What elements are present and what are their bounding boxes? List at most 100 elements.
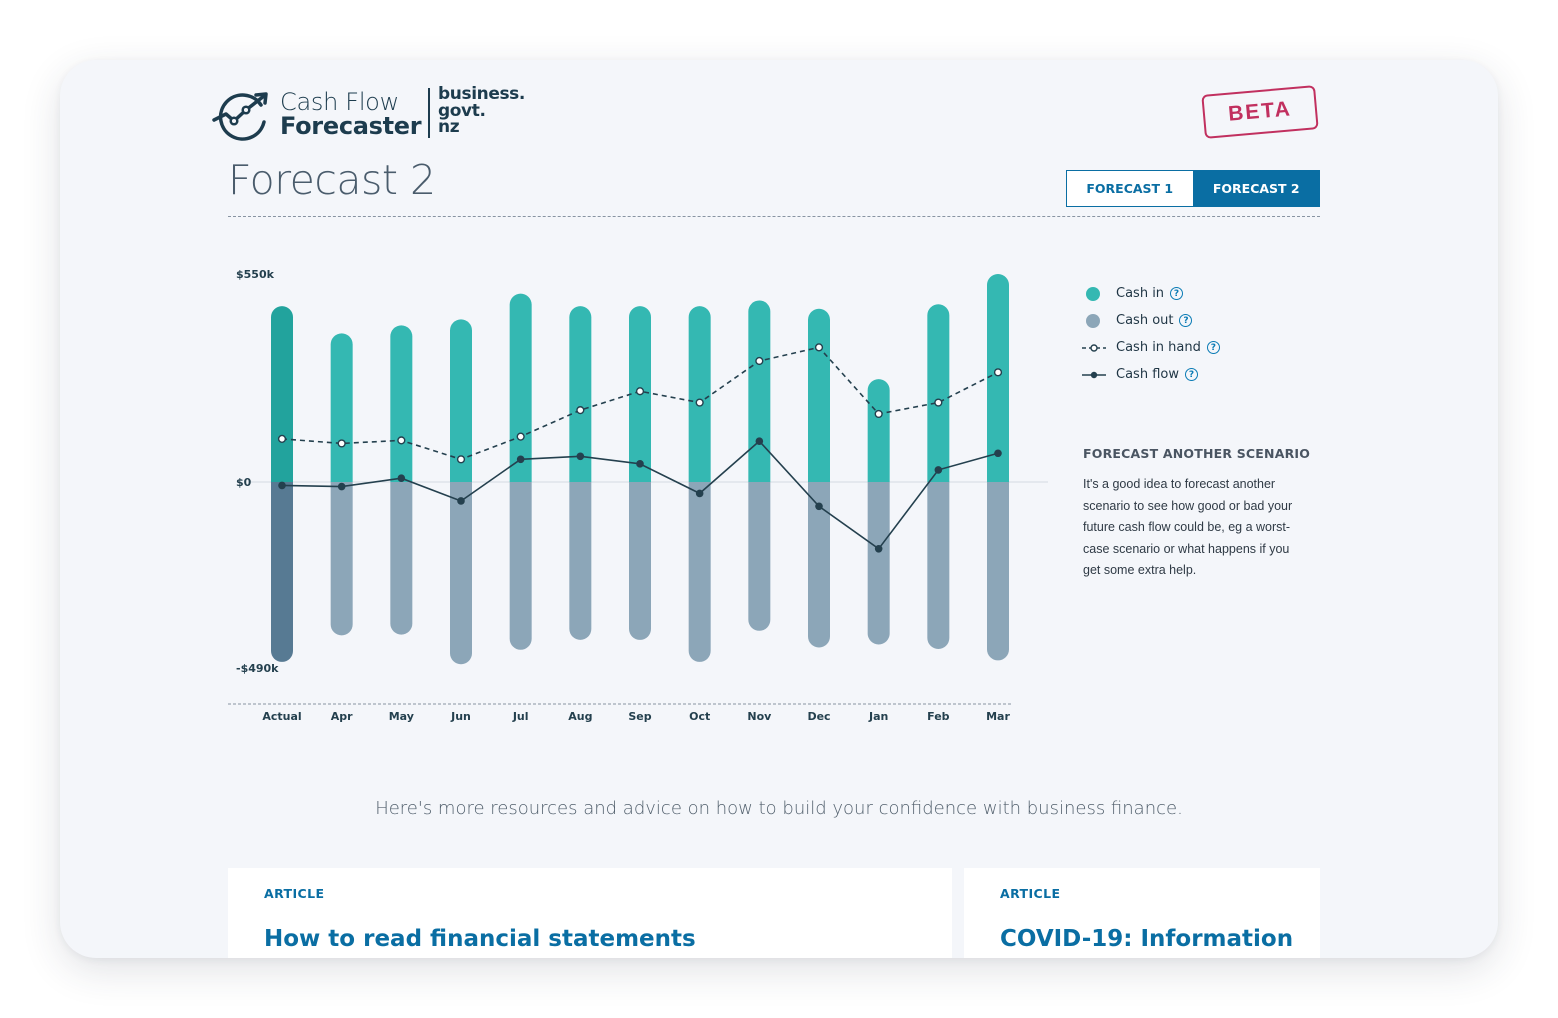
cash-flow-point	[934, 466, 943, 474]
legend-label: Cash in hand	[1116, 340, 1201, 355]
cash-in-hand-point	[934, 398, 943, 407]
cash-in-bar	[569, 306, 592, 482]
cash-flow-point	[636, 460, 644, 468]
cash-in-bar	[271, 306, 293, 482]
cash-out-bar	[987, 482, 1009, 661]
legend-item-cash-out: Cash out ?	[1082, 307, 1220, 334]
cash-flow-point	[278, 481, 286, 490]
dashed-line-icon	[1082, 343, 1106, 352]
cash-out-bar	[688, 482, 711, 662]
article-card[interactable]: ARTICLE How to read financial statements	[228, 868, 952, 958]
x-tick-label: Dec	[807, 710, 830, 723]
business-govt-nz-logo: business. govt. nz	[438, 84, 525, 137]
cash-flow-point	[397, 474, 406, 483]
cash-out-bar	[569, 482, 592, 640]
legend-label: Cash out	[1116, 313, 1174, 328]
cash-flow-point	[755, 437, 764, 445]
card-kicker: ARTICLE	[1000, 886, 1061, 901]
cash-flow-logo-icon	[212, 92, 268, 141]
cash-out-bar	[629, 482, 652, 640]
sidebar-heading: FORECAST ANOTHER SCENARIO	[1083, 446, 1311, 461]
logo-line-1: Cash Flow	[280, 88, 399, 116]
cash-out-bar	[867, 482, 890, 645]
legend-item-cash-in-hand: Cash in hand ?	[1082, 334, 1220, 361]
cash-in-bar	[867, 379, 890, 482]
cash-out-bar	[330, 482, 353, 636]
cash-in-hand-point	[755, 356, 764, 366]
cash-in-hand-point	[576, 406, 585, 415]
logo-line-2: Forecaster	[280, 112, 422, 140]
cash-in-bar	[450, 319, 472, 482]
page-title: Forecast 2	[228, 156, 436, 204]
card-kicker: ARTICLE	[264, 886, 325, 901]
cash-in-hand-point	[516, 432, 525, 441]
x-tick-label: Sep	[628, 710, 651, 723]
cash-out-bar	[390, 482, 413, 635]
title-divider	[228, 216, 1320, 217]
cash-flow-point	[457, 497, 465, 505]
chart-legend: Cash in ? Cash out ? Cash in hand ? Cash…	[1082, 280, 1220, 388]
help-cash-out-icon[interactable]: ?	[1179, 314, 1193, 327]
app-frame: Cash Flow Forecaster business. govt. nz …	[60, 60, 1498, 958]
cash-out-bar	[927, 482, 950, 650]
cash-in-hand-point	[397, 436, 406, 445]
help-cash-in-hand-icon[interactable]: ?	[1206, 341, 1220, 354]
cash-flow-point	[337, 482, 346, 491]
legend-label: Cash in	[1116, 286, 1165, 301]
tab-forecast-1[interactable]: FORECAST 1	[1066, 170, 1193, 207]
y-tick-label: $550k	[236, 268, 275, 281]
help-cash-in-icon[interactable]: ?	[1170, 287, 1184, 300]
cash-out-bar	[748, 482, 771, 631]
legend-item-cash-flow: Cash flow ?	[1082, 361, 1220, 388]
cash-flow-point	[815, 502, 823, 511]
cash-in-bar	[509, 293, 532, 482]
legend-label: Cash flow	[1116, 367, 1179, 382]
y-tick-label: -$490k	[236, 662, 279, 675]
x-tick-label: May	[389, 710, 414, 723]
legend-item-cash-in: Cash in ?	[1082, 280, 1220, 307]
x-tick-label: Jul	[512, 710, 529, 723]
resources-intro: Here's more resources and advice on how …	[375, 798, 1183, 819]
cash-in-swatch	[1086, 286, 1100, 301]
x-tick-label: Jan	[868, 710, 888, 723]
y-tick-label: $0	[236, 476, 252, 489]
cash-flow-chart: $550k $0 -$490k Actual Apr May Jun Jul Aug Sep Oct…	[228, 268, 1048, 723]
tab-forecast-2[interactable]: FORECAST 2	[1192, 170, 1320, 207]
cash-in-bar	[987, 274, 1009, 482]
cash-in-hand-point	[695, 398, 704, 407]
x-tick-label: Aug	[568, 710, 592, 723]
cash-in-hand-point	[814, 343, 824, 352]
cash-in-hand-point	[337, 439, 346, 448]
article-card[interactable]: ARTICLE COVID-19: Information	[964, 868, 1320, 958]
cash-in-bar	[748, 300, 771, 482]
cash-flow-point	[516, 455, 525, 464]
cash-in-hand-point	[635, 387, 645, 396]
cash-in-hand-point	[874, 409, 883, 419]
cash-flow-forecaster-logo[interactable]: Cash Flow Forecaster business. govt. nz	[212, 84, 532, 144]
cash-in-hand-point	[993, 368, 1003, 377]
forecast-toggle: FORECAST 1 FORECAST 2	[1066, 170, 1320, 207]
sidebar-body: It's a good idea to forecast another sce…	[1083, 477, 1293, 577]
cash-out-bar	[450, 482, 472, 665]
cash-out-bar	[271, 482, 293, 662]
cash-in-bar	[688, 306, 711, 482]
cash-flow-point	[576, 452, 585, 461]
cash-in-hand-point	[456, 455, 466, 464]
card-title-link[interactable]: COVID-19: Information	[1000, 926, 1294, 952]
x-tick-label: Nov	[747, 710, 772, 723]
cash-out-bar	[509, 482, 532, 650]
cash-out-swatch	[1086, 313, 1100, 328]
cash-in-bar	[330, 333, 353, 482]
cash-out-bar	[808, 482, 830, 648]
x-tick-label: Feb	[927, 710, 950, 723]
cash-in-hand-point	[277, 434, 287, 443]
logo-divider	[428, 88, 430, 138]
solid-line-icon	[1082, 371, 1106, 378]
cash-flow-point	[695, 489, 704, 498]
cash-in-bar	[808, 308, 830, 482]
help-cash-flow-icon[interactable]: ?	[1184, 368, 1198, 381]
cash-flow-point	[874, 545, 883, 553]
card-title-link[interactable]: How to read financial statements	[264, 926, 696, 952]
x-tick-label: Jun	[450, 710, 471, 723]
x-tick-label: Apr	[331, 710, 353, 723]
